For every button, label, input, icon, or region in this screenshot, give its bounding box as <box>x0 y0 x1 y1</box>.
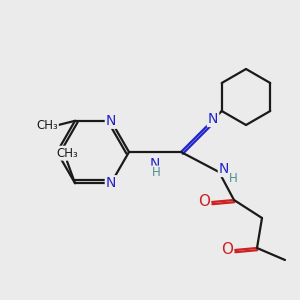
Text: H: H <box>152 167 160 179</box>
Text: N: N <box>150 157 160 171</box>
Text: CH₃: CH₃ <box>56 147 78 160</box>
Text: N: N <box>208 112 218 126</box>
Text: O: O <box>198 194 210 209</box>
Text: O: O <box>221 242 233 257</box>
Text: CH₃: CH₃ <box>36 119 58 132</box>
Text: N: N <box>106 176 116 190</box>
Text: N: N <box>219 162 229 176</box>
Text: N: N <box>106 114 116 128</box>
Text: H: H <box>229 172 237 184</box>
